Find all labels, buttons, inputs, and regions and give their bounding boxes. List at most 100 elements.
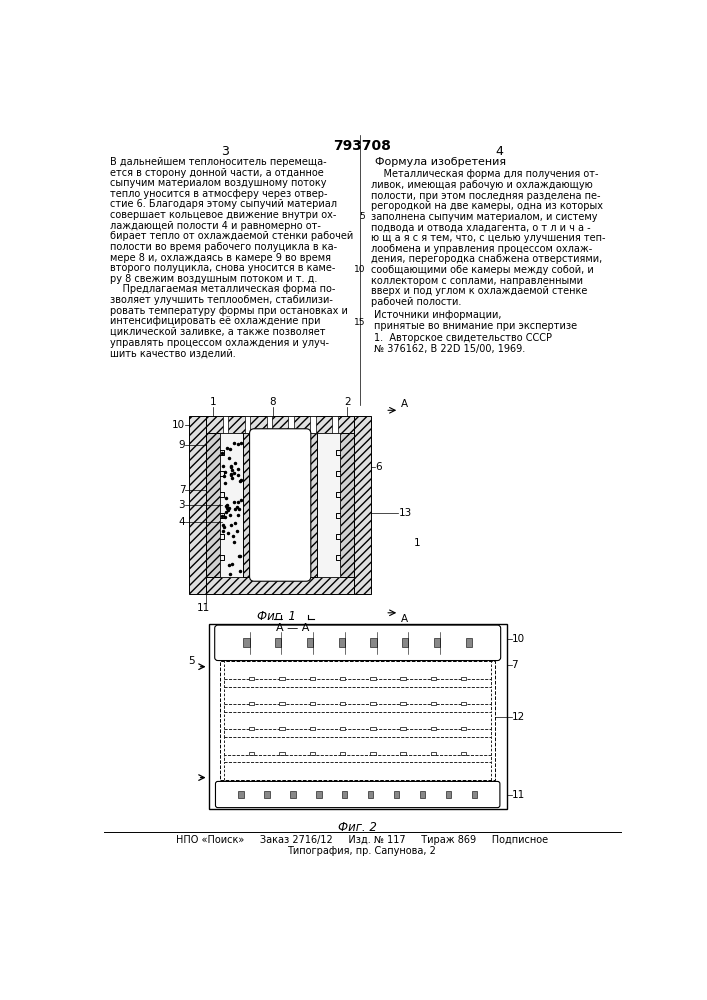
- Bar: [400, 727, 406, 730]
- Text: 7: 7: [179, 485, 185, 495]
- Bar: [310, 727, 315, 730]
- Text: зволяет улучшить теплообмен, стабилизи-: зволяет улучшить теплообмен, стабилизи-: [110, 295, 333, 305]
- FancyBboxPatch shape: [216, 781, 500, 808]
- Text: 1: 1: [414, 538, 421, 548]
- Bar: [245, 416, 250, 433]
- Text: А: А: [401, 614, 408, 624]
- Text: тепло уносится в атмосферу через отвер-: тепло уносится в атмосферу через отвер-: [110, 189, 327, 199]
- Text: Металлическая форма для получения от-: Металлическая форма для получения от-: [371, 169, 599, 179]
- Text: шить качество изделий.: шить качество изделий.: [110, 348, 236, 358]
- Bar: [206, 433, 220, 577]
- Bar: [279, 752, 285, 755]
- Text: 11: 11: [512, 790, 525, 800]
- Text: Источники информации,: Источники информации,: [374, 310, 502, 320]
- Text: заполнена сыпучим материалом, и систему: заполнена сыпучим материалом, и систему: [371, 212, 597, 222]
- Text: 5: 5: [188, 656, 194, 666]
- Text: 9: 9: [179, 440, 185, 450]
- Bar: [224, 679, 491, 687]
- Bar: [394, 791, 399, 798]
- Bar: [220, 661, 495, 780]
- Text: Формула изобретения: Формула изобретения: [375, 157, 506, 167]
- Text: рабочей полости.: рабочей полости.: [371, 297, 462, 307]
- Bar: [209, 624, 507, 809]
- Text: ю щ а я с я тем, что, с целью улучшения теп-: ю щ а я с я тем, что, с целью улучшения …: [371, 233, 606, 243]
- Bar: [461, 727, 467, 730]
- Bar: [206, 416, 354, 433]
- Bar: [340, 677, 345, 680]
- FancyBboxPatch shape: [215, 625, 501, 661]
- Text: Предлагаемая металлическая форма по-: Предлагаемая металлическая форма по-: [110, 284, 335, 294]
- Text: интенсифицировать её охлаждение при: интенсифицировать её охлаждение при: [110, 316, 320, 326]
- Bar: [279, 677, 285, 680]
- Bar: [461, 702, 467, 705]
- Text: Фиг. 1: Фиг. 1: [257, 610, 296, 623]
- Text: 1: 1: [210, 397, 216, 407]
- Text: полости, при этом последняя разделена пе-: полости, при этом последняя разделена пе…: [371, 191, 601, 201]
- Bar: [317, 433, 340, 577]
- Bar: [224, 704, 491, 712]
- Text: 4: 4: [495, 145, 503, 158]
- Bar: [368, 791, 373, 798]
- Text: мере 8 и, охлаждаясь в камере 9 во время: мере 8 и, охлаждаясь в камере 9 во время: [110, 253, 331, 263]
- Text: 8: 8: [269, 397, 276, 407]
- Text: 15: 15: [354, 318, 365, 327]
- Bar: [310, 677, 315, 680]
- Text: 10: 10: [512, 634, 525, 644]
- Bar: [370, 638, 377, 647]
- Bar: [434, 638, 440, 647]
- Text: стие 6. Благодаря этому сыпучий материал: стие 6. Благодаря этому сыпучий материал: [110, 199, 337, 209]
- Bar: [243, 638, 250, 647]
- Text: сообщающими обе камеры между собой, и: сообщающими обе камеры между собой, и: [371, 265, 594, 275]
- Text: лообмена и управления процессом охлаж-: лообмена и управления процессом охлаж-: [371, 244, 592, 254]
- Text: 2: 2: [344, 397, 351, 407]
- Bar: [370, 752, 375, 755]
- Bar: [316, 791, 322, 798]
- Text: дения, перегородка снабжена отверстиями,: дения, перегородка снабжена отверстиями,: [371, 254, 602, 264]
- Text: 11: 11: [197, 603, 210, 613]
- Text: совершает кольцевое движение внутри ох-: совершает кольцевое движение внутри ох-: [110, 210, 337, 220]
- Bar: [431, 752, 436, 755]
- Text: полости во время рабочего полуцикла в ка-: полости во время рабочего полуцикла в ка…: [110, 242, 337, 252]
- Bar: [255, 433, 306, 577]
- Text: ется в сторону донной части, а отданное: ется в сторону донной части, а отданное: [110, 168, 324, 178]
- Bar: [279, 727, 285, 730]
- Bar: [206, 577, 354, 594]
- Bar: [431, 677, 436, 680]
- Bar: [238, 791, 244, 798]
- Bar: [243, 433, 255, 577]
- Text: циклической заливке, а также позволяет: циклической заливке, а также позволяет: [110, 327, 326, 337]
- Text: второго полуцикла, снова уносится в каме-: второго полуцикла, снова уносится в каме…: [110, 263, 335, 273]
- Text: 5: 5: [359, 212, 365, 221]
- Text: лаждающей полости 4 и равномерно от-: лаждающей полости 4 и равномерно от-: [110, 221, 321, 231]
- Bar: [223, 416, 228, 433]
- Bar: [290, 791, 296, 798]
- Text: № 376162, В 22D 15/00, 1969.: № 376162, В 22D 15/00, 1969.: [374, 344, 525, 354]
- Bar: [431, 702, 436, 705]
- Bar: [400, 752, 406, 755]
- Text: НПО «Поиск»     Заказ 2716/12     Изд. № 117     Тираж 869     Подписное: НПО «Поиск» Заказ 2716/12 Изд. № 117 Тир…: [176, 835, 548, 845]
- Bar: [249, 677, 255, 680]
- Text: регородкой на две камеры, одна из которых: регородкой на две камеры, одна из которы…: [371, 201, 603, 211]
- Bar: [249, 727, 255, 730]
- Text: 1.  Авторское свидетельство СССР: 1. Авторское свидетельство СССР: [374, 333, 552, 343]
- Text: Типография, пр. Сапунова, 2: Типография, пр. Сапунова, 2: [288, 846, 436, 856]
- Bar: [461, 752, 467, 755]
- Bar: [264, 791, 269, 798]
- Bar: [431, 727, 436, 730]
- Text: 12: 12: [512, 712, 525, 722]
- Text: ливок, имеющая рабочую и охлаждающую: ливок, имеющая рабочую и охлаждающую: [371, 180, 593, 190]
- Bar: [461, 677, 467, 680]
- Bar: [279, 702, 285, 705]
- Bar: [445, 791, 451, 798]
- Bar: [342, 791, 347, 798]
- Bar: [466, 638, 472, 647]
- Text: 3: 3: [179, 500, 185, 510]
- Text: 3: 3: [221, 145, 228, 158]
- Text: 793708: 793708: [333, 139, 391, 153]
- Text: 10: 10: [354, 265, 365, 274]
- Bar: [370, 727, 375, 730]
- Text: 4: 4: [179, 517, 185, 527]
- Bar: [332, 416, 338, 433]
- Bar: [340, 433, 354, 577]
- Bar: [340, 702, 345, 705]
